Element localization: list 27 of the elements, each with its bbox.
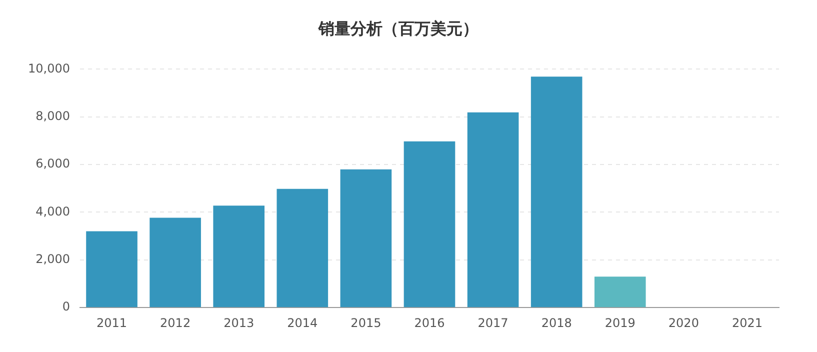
bar (467, 112, 519, 308)
bar (404, 141, 456, 308)
bar (340, 169, 392, 308)
x-tick-label: 2017 (478, 316, 508, 330)
x-tick-label: 2014 (287, 316, 318, 330)
bar (213, 206, 265, 308)
y-tick-label: 6,000 (36, 156, 70, 171)
y-tick-label: 4,000 (36, 204, 70, 218)
y-tick-label: 10,000 (28, 61, 70, 76)
y-tick-label: 0 (62, 300, 70, 314)
x-tick-label: 2012 (160, 316, 191, 330)
bar (530, 76, 582, 308)
x-tick-label: 2018 (541, 316, 572, 330)
y-tick-label: 8,000 (36, 109, 70, 124)
chart-title: 销量分析（百万美元） (318, 18, 478, 38)
bar (594, 276, 646, 308)
x-tick-label: 2020 (668, 316, 699, 330)
bar (150, 218, 201, 308)
bar (276, 188, 328, 308)
y-tick-label: 2,000 (36, 252, 70, 266)
x-tick-label: 2019 (604, 316, 636, 330)
x-tick-label: 2013 (224, 316, 254, 330)
x-tick-label: 2021 (732, 316, 762, 330)
x-tick-label: 2016 (414, 316, 445, 330)
bar (86, 231, 138, 308)
x-tick-label: 2015 (350, 316, 382, 330)
x-tick-label: 2011 (96, 316, 128, 330)
